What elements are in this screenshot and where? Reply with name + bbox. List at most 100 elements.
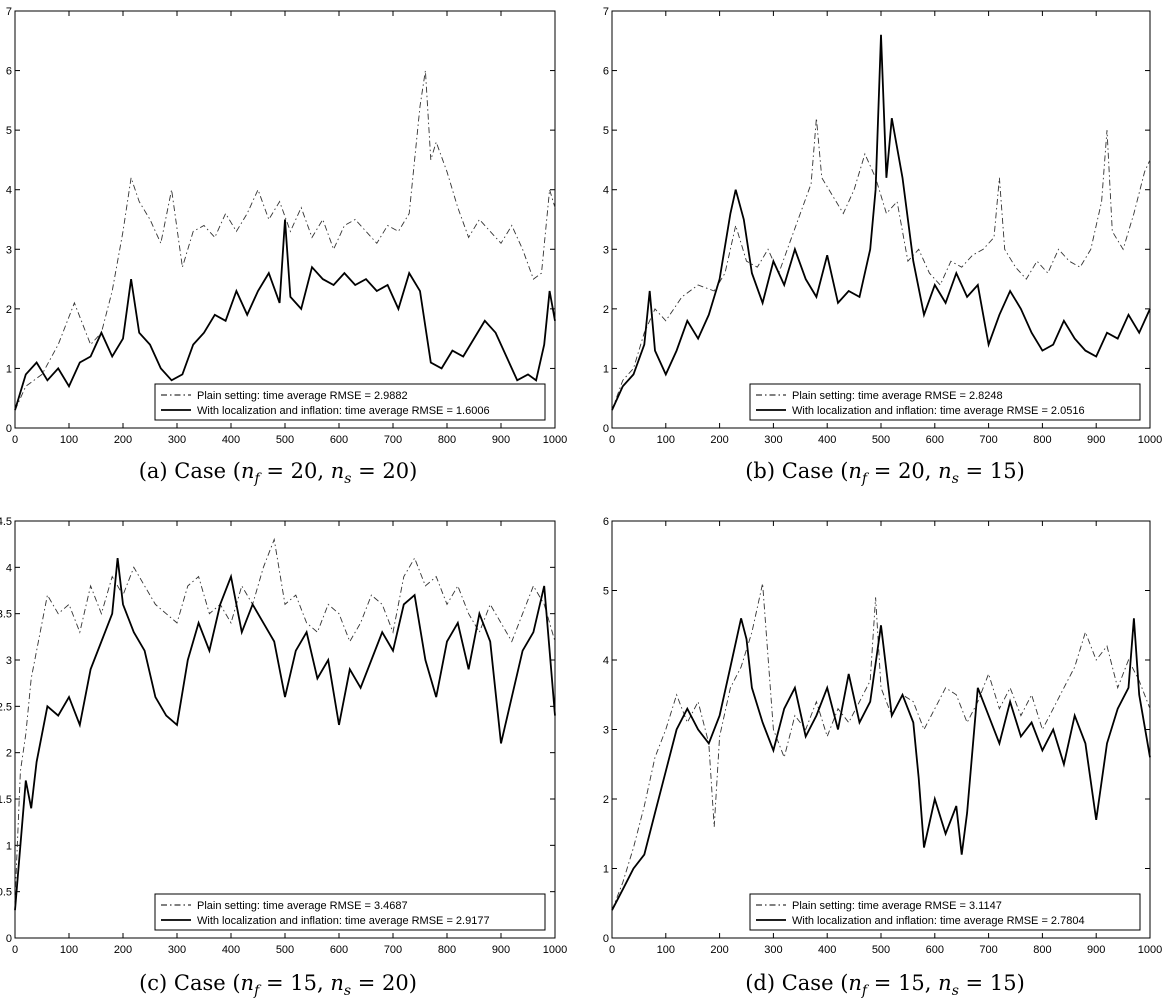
y-tick-label: 5 <box>6 125 12 137</box>
caption-n: n <box>241 459 255 483</box>
x-tick-label: 600 <box>926 434 944 446</box>
y-tick-label: 1 <box>6 840 12 852</box>
y-tick-label: 2 <box>603 794 609 806</box>
caption-comma: , <box>925 971 938 995</box>
x-tick-label: 100 <box>657 434 675 446</box>
legend-box <box>154 893 546 931</box>
legend: Plain setting: time average RMSE = 2.988… <box>154 383 546 421</box>
x-tick-label: 500 <box>872 944 890 956</box>
x-tick-label: 700 <box>384 944 402 956</box>
legend-label-localized: With localization and inflation: time av… <box>197 405 490 417</box>
y-tick-label: 4 <box>603 655 609 667</box>
x-tick-label: 0 <box>12 944 18 956</box>
plain-series-line <box>611 583 1151 911</box>
x-tick-label: 400 <box>818 434 836 446</box>
y-tick-label: 1.5 <box>0 794 12 806</box>
caption-close: ) <box>409 971 417 995</box>
caption-sub-s: s <box>344 471 351 487</box>
legend-label-plain: Plain setting: time average RMSE = 2.988… <box>197 390 408 402</box>
caption-comma: , <box>317 459 330 483</box>
caption-eq2: = <box>959 971 990 995</box>
panel-b: 0 100 200 300 400 500 600 700 800 900 1000 0 1 2 3 4 5 6 7… <box>603 6 1162 487</box>
x-tick-label: 0 <box>12 434 18 446</box>
x-tick-label: 600 <box>926 944 944 956</box>
legend: Plain setting: time average RMSE = 3.468… <box>154 893 546 931</box>
y-tick-label: 5 <box>603 586 609 598</box>
y-tick-label: 3 <box>603 725 609 737</box>
caption-close: ) <box>409 459 417 483</box>
x-tick-label: 0 <box>609 944 615 956</box>
axes-box <box>611 10 1151 429</box>
x-tick-label: 200 <box>114 434 132 446</box>
panel-a: 0 100 200 300 400 500 600 700 800 900 1000 0 1 2 3 4 5 6 7… <box>6 6 567 487</box>
localized-series-line <box>14 219 556 411</box>
caption-nf-value: 15 <box>898 971 925 995</box>
caption-sub-s: s <box>952 983 959 999</box>
plain-series-line <box>611 118 1151 411</box>
x-tick-label: 400 <box>222 944 240 956</box>
y-tick-label: 3 <box>603 244 609 256</box>
x-tick-label: 1000 <box>543 434 567 446</box>
x-tick-label: 700 <box>979 944 997 956</box>
panel-caption: (b) Case (nf = 20, ns = 15) <box>745 459 1025 487</box>
x-tick-label: 500 <box>276 944 294 956</box>
caption-n: n <box>241 971 255 995</box>
caption-sub-f: f <box>861 983 870 999</box>
legend-box <box>749 383 1141 421</box>
y-tick-label: 3 <box>6 655 12 667</box>
caption-eq2: = <box>959 459 990 483</box>
caption-eq: = <box>260 459 291 483</box>
legend-label-plain: Plain setting: time average RMSE = 3.468… <box>197 900 408 912</box>
localized-series-line <box>611 618 1151 911</box>
x-tick-label: 400 <box>818 944 836 956</box>
x-tick-label: 1000 <box>1138 434 1162 446</box>
x-tick-label: 800 <box>438 944 456 956</box>
caption-eq2: = <box>351 459 382 483</box>
caption-n2: n <box>938 459 952 483</box>
x-tick-label: 100 <box>60 434 78 446</box>
y-tick-label: 7 <box>6 6 12 18</box>
y-tick-label: 1 <box>603 864 609 876</box>
x-tick-label: 200 <box>710 434 728 446</box>
legend-box <box>154 383 546 421</box>
legend-label-plain: Plain setting: time average RMSE = 2.824… <box>792 390 1003 402</box>
panel-d: 0 100 200 300 400 500 600 700 800 900 1000 0 1 2 3 4 5 6 P… <box>603 516 1162 999</box>
legend-label-plain: Plain setting: time average RMSE = 3.114… <box>792 900 1002 912</box>
caption-sub-f: f <box>861 471 870 487</box>
panel-caption: (d) Case (nf = 15, ns = 15) <box>745 971 1025 999</box>
x-tick-label: 900 <box>1087 944 1105 956</box>
caption-eq: = <box>867 971 898 995</box>
caption-prefix: (b) Case ( <box>745 459 848 483</box>
axes-box <box>14 520 556 939</box>
y-tick-label: 4 <box>603 185 609 197</box>
x-tick-label: 700 <box>979 434 997 446</box>
y-tick-label: 1 <box>6 363 12 375</box>
y-tick-label: 0 <box>603 933 609 945</box>
y-tick-label: 1 <box>603 363 609 375</box>
caption-sub-f: f <box>253 471 262 487</box>
panel-c: 0 100 200 300 400 500 600 700 800 900 1000 0 0.5 1 1.5… <box>0 516 567 999</box>
caption-sub-f: f <box>253 983 262 999</box>
axes-box <box>611 520 1151 939</box>
caption-n: n <box>848 459 862 483</box>
x-tick-label: 300 <box>168 434 186 446</box>
caption-sub-s: s <box>344 983 351 999</box>
plain-series-line <box>14 70 556 411</box>
caption-prefix: (a) Case ( <box>139 459 241 483</box>
caption-prefix: (d) Case ( <box>745 971 848 995</box>
y-tick-label: 0 <box>603 423 609 435</box>
x-tick-label: 800 <box>438 434 456 446</box>
legend-label-localized: With localization and inflation: time av… <box>792 915 1085 927</box>
y-tick-label: 0.5 <box>0 887 12 899</box>
x-tick-label: 900 <box>492 434 510 446</box>
y-tick-label: 6 <box>603 66 609 78</box>
y-tick-label: 3.5 <box>0 609 12 621</box>
x-tick-label: 800 <box>1033 434 1051 446</box>
panel-caption: (a) Case (nf = 20, ns = 20) <box>139 459 418 487</box>
legend-label-localized: With localization and inflation: time av… <box>197 915 490 927</box>
legend-label-localized: With localization and inflation: time av… <box>792 405 1085 417</box>
caption-n2: n <box>331 459 345 483</box>
caption-comma: , <box>925 459 938 483</box>
caption-n2: n <box>938 971 952 995</box>
